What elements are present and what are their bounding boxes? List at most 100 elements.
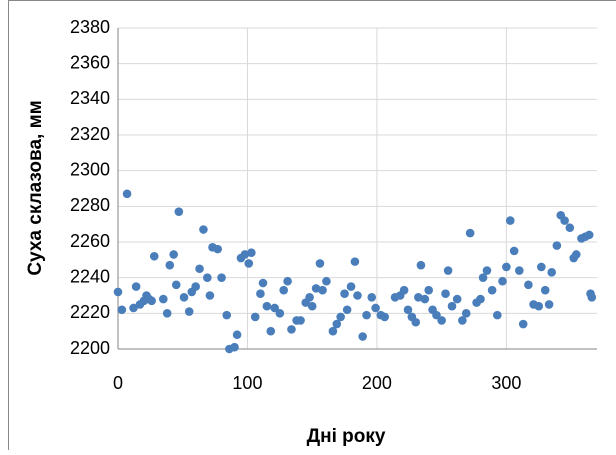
point — [195, 264, 204, 273]
y-tick-label: 2220 — [70, 302, 110, 322]
y-tick-label: 2300 — [70, 159, 110, 179]
point — [462, 309, 471, 318]
point — [230, 343, 239, 352]
point — [545, 300, 554, 309]
point — [560, 216, 569, 225]
point — [362, 311, 371, 320]
point — [305, 293, 314, 302]
point — [318, 286, 327, 295]
y-tick-label: 2240 — [70, 266, 110, 286]
point — [336, 313, 345, 322]
point — [244, 259, 253, 268]
point — [380, 313, 389, 322]
point — [206, 291, 215, 300]
point — [358, 332, 367, 341]
point — [276, 309, 285, 318]
point — [510, 247, 519, 256]
y-tick-label: 2200 — [70, 338, 110, 358]
point — [441, 289, 450, 298]
point — [572, 250, 581, 259]
y-axis-title: Суха склазова, мм — [25, 100, 46, 275]
point — [367, 293, 376, 302]
point — [343, 305, 352, 314]
point — [585, 231, 594, 240]
x-axis-title: Дні року — [307, 426, 386, 447]
point — [421, 295, 430, 304]
point — [191, 282, 200, 291]
point — [353, 291, 362, 300]
y-tick-label: 2260 — [70, 231, 110, 251]
point — [541, 286, 550, 295]
point — [424, 286, 433, 295]
point — [150, 252, 159, 261]
y-tick-label: 2380 — [70, 17, 110, 37]
point — [247, 248, 256, 257]
y-tick-label: 2320 — [70, 124, 110, 144]
y-tick-label: 2360 — [70, 52, 110, 72]
point — [488, 286, 497, 295]
point — [263, 302, 272, 311]
point — [175, 207, 184, 216]
point — [213, 245, 222, 254]
point — [203, 273, 212, 282]
point — [118, 305, 127, 314]
point — [502, 263, 511, 272]
point — [493, 311, 502, 320]
point — [322, 277, 331, 286]
y-tick-label: 2280 — [70, 195, 110, 215]
x-tick-label: 100 — [232, 373, 262, 393]
point — [159, 295, 168, 304]
point — [417, 261, 426, 270]
point — [476, 295, 485, 304]
point — [448, 302, 457, 311]
point — [132, 282, 141, 291]
point — [233, 330, 242, 339]
point — [340, 289, 349, 298]
point — [351, 257, 360, 266]
point — [180, 293, 189, 302]
point — [588, 293, 597, 302]
point — [114, 288, 123, 297]
point — [534, 302, 543, 311]
point — [251, 313, 260, 322]
point — [266, 327, 275, 336]
point — [444, 266, 453, 275]
point — [172, 281, 181, 290]
point — [411, 318, 420, 327]
point — [519, 320, 528, 329]
point — [515, 266, 524, 275]
point — [316, 259, 325, 268]
point — [256, 289, 265, 298]
point — [199, 225, 208, 234]
point — [547, 268, 556, 277]
x-tick-label: 0 — [113, 373, 123, 393]
y-tick-label: 2340 — [70, 88, 110, 108]
point — [347, 282, 356, 291]
point — [222, 311, 231, 320]
point — [185, 307, 194, 316]
point — [279, 286, 288, 295]
point — [217, 273, 226, 282]
point — [296, 316, 305, 325]
point — [483, 266, 492, 275]
point — [287, 325, 296, 334]
x-tick-label: 300 — [491, 373, 521, 393]
point — [147, 297, 156, 306]
point — [453, 295, 462, 304]
point — [400, 286, 409, 295]
point — [123, 190, 132, 199]
point — [498, 277, 507, 286]
point — [169, 250, 178, 259]
point — [259, 279, 268, 288]
point — [283, 277, 292, 286]
point — [165, 261, 174, 270]
point — [553, 241, 562, 250]
point — [524, 281, 533, 290]
point — [466, 229, 475, 238]
point — [371, 304, 380, 313]
point — [308, 302, 317, 311]
x-tick-label: 200 — [362, 373, 392, 393]
point — [437, 316, 446, 325]
point — [163, 309, 172, 318]
